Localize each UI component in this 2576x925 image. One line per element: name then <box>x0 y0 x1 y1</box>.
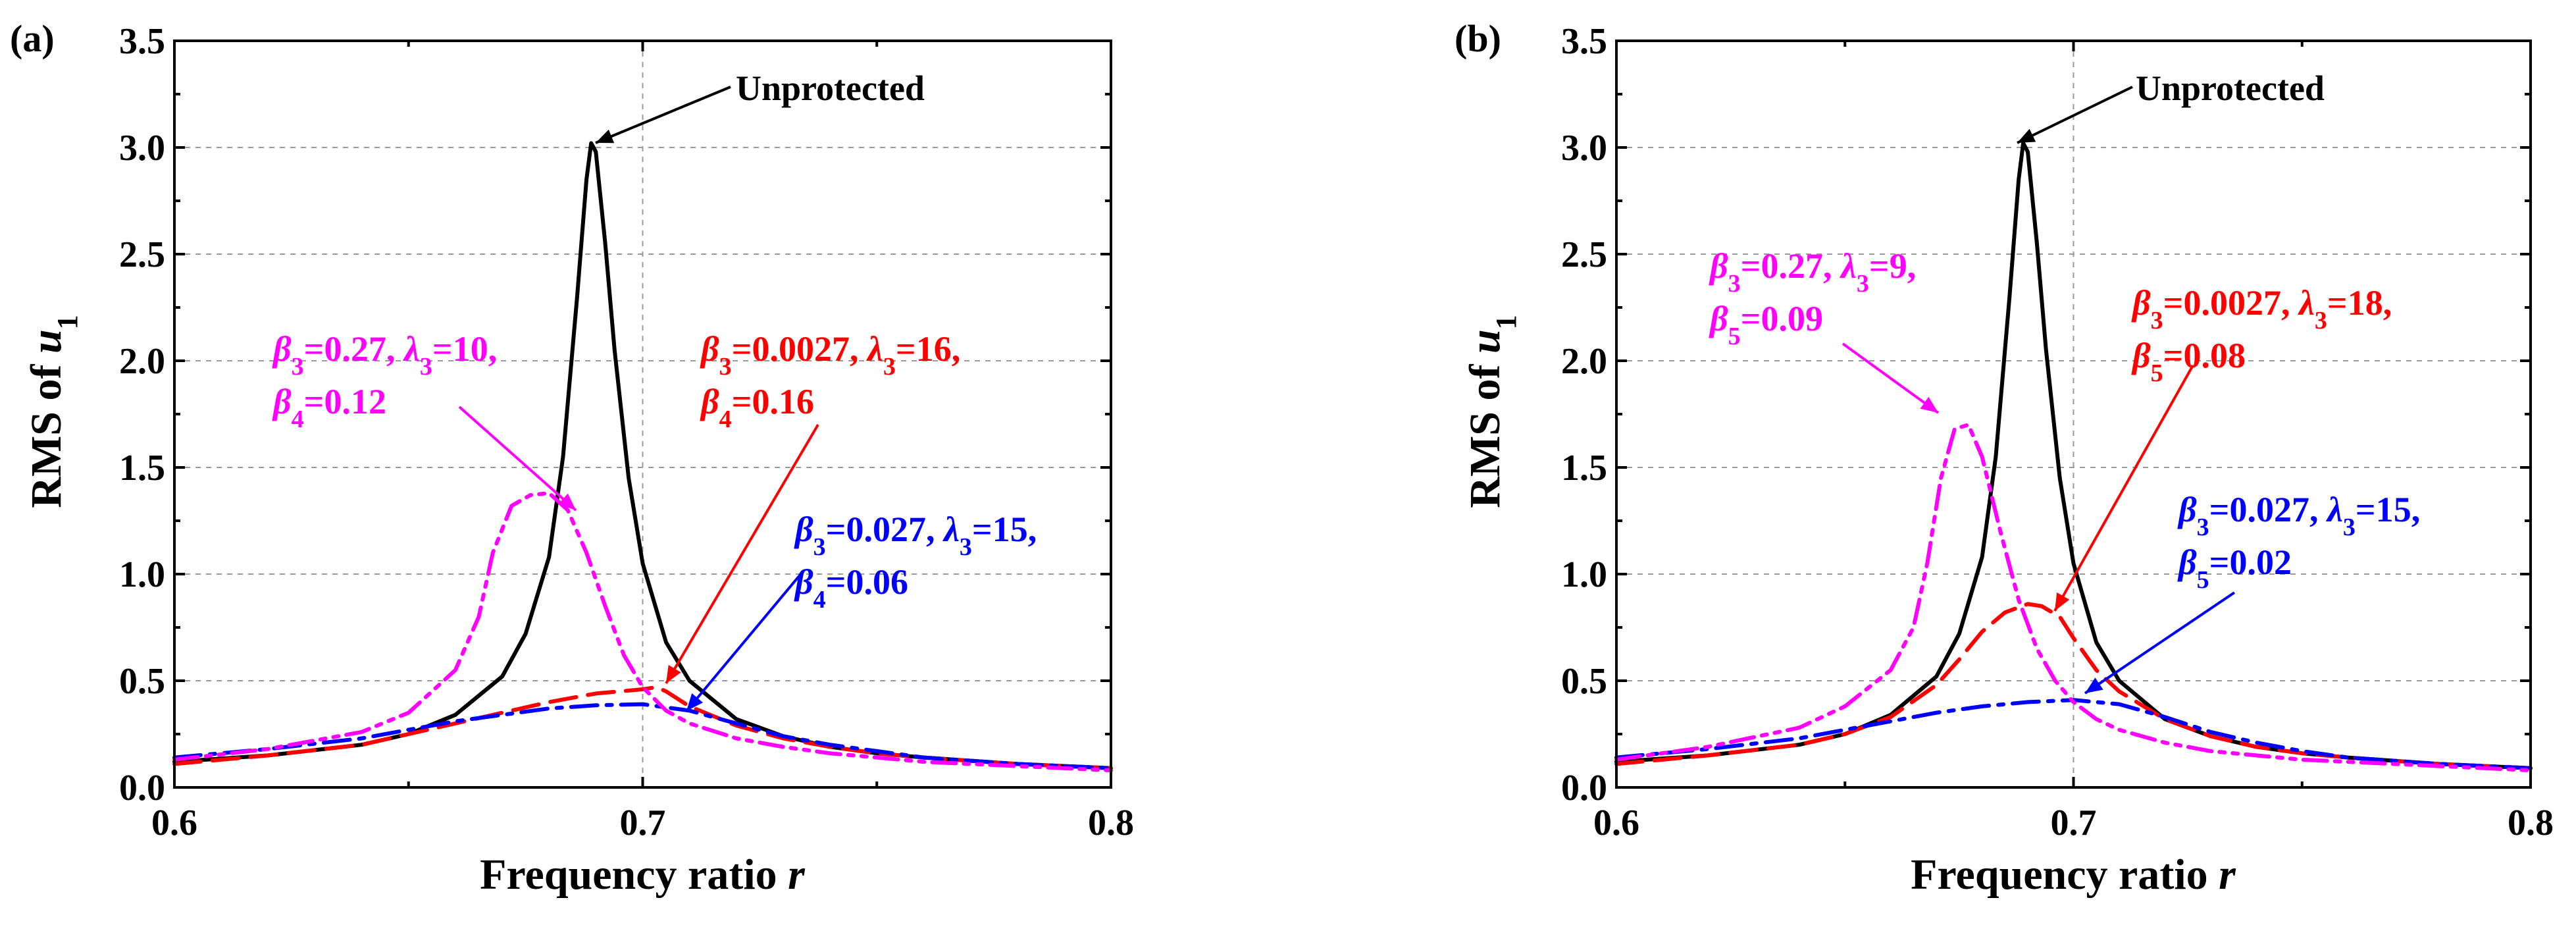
annotation-0: Unprotected <box>595 68 925 144</box>
chart-panel-b: 0.0 0.5 1.0 1.5 2.0 2.5 3.0 3.5 0.6 0.7 0.8 (b) Freq… <box>1455 17 2554 899</box>
series-line-2 <box>172 702 1113 770</box>
annotation-text: β3=0.027, λ3=15, <box>2177 490 2420 541</box>
annotation-0: Unprotected <box>2017 68 2325 144</box>
y-tick-label: 3.5 <box>1561 21 1607 62</box>
x-axis-label: Frequency ratio r <box>1911 851 2236 899</box>
annotation-arrowhead <box>2085 677 2103 693</box>
annotation-arrowhead <box>686 693 704 711</box>
y-tick-label: 3.0 <box>1561 128 1607 169</box>
annotation-text: β4=0.06 <box>794 562 908 614</box>
annotation-text: β5=0.08 <box>2131 336 2246 387</box>
annotation-1: β3=0.27, λ3=9,β5=0.09 <box>1709 246 1940 414</box>
annotation-text: β4=0.12 <box>272 382 386 433</box>
y-tick-label: 0.0 <box>1561 768 1607 808</box>
annotation-text: β5=0.09 <box>1709 299 1823 350</box>
panel-label: (b) <box>1455 17 1501 60</box>
series-line-1 <box>172 685 1113 770</box>
annotation-arrow <box>595 86 731 144</box>
x-tick-label: 0.6 <box>1593 803 1639 843</box>
series-line-3 <box>1614 423 2533 773</box>
annotation-arrowhead <box>558 493 576 510</box>
annotation-arrow <box>665 423 819 685</box>
annotation-arrowhead <box>666 665 681 683</box>
y-tick-label: 1.5 <box>1561 448 1607 489</box>
y-tick-label: 0.5 <box>1561 661 1607 702</box>
annotation-text: β4=0.16 <box>700 382 814 433</box>
annotation-1: β3=0.27, λ3=10,β4=0.12 <box>272 329 577 512</box>
y-tick-label: 2.5 <box>1561 234 1607 275</box>
y-tick-label: 0.5 <box>119 661 165 702</box>
y-tick-label: 1.0 <box>1561 554 1607 595</box>
y-tick-label: 2.0 <box>1561 341 1607 382</box>
y-tick-label: 1.5 <box>119 448 165 489</box>
y-axis-label: RMS of u1 <box>22 315 84 508</box>
annotation-3: β3=0.027, λ3=15,β4=0.06 <box>685 510 1037 712</box>
panel-label: (a) <box>10 17 55 60</box>
y-tick-label: 3.0 <box>119 128 165 169</box>
annotation-arrow <box>1842 342 1940 414</box>
annotation-arrow <box>2084 591 2236 695</box>
annotation-arrow <box>2053 365 2194 612</box>
annotation-2: β3=0.0027, λ3=16,β4=0.16 <box>665 329 960 685</box>
annotation-text: β3=0.27, λ3=9, <box>1709 246 1916 298</box>
y-tick-label: 2.5 <box>119 234 165 275</box>
annotation-text: β5=0.02 <box>2177 542 2292 594</box>
annotation-text: β3=0.0027, λ3=18, <box>2131 283 2392 334</box>
annotation-arrowhead <box>596 129 615 144</box>
x-tick-label: 0.8 <box>1088 803 1134 843</box>
y-tick-label: 0.0 <box>119 768 165 808</box>
chart-panel-a: 0.0 0.5 1.0 1.5 2.0 2.5 3.0 3.5 0.6 0.7 0.8 (a) Freq… <box>10 17 1134 899</box>
x-tick-label: 0.8 <box>2508 803 2554 843</box>
y-tick-label: 2.0 <box>119 341 165 382</box>
x-tick-label: 0.7 <box>620 803 666 843</box>
y-tick-label: 3.5 <box>119 21 165 62</box>
annotation-text: Unprotected <box>736 68 925 108</box>
x-axis-label: Frequency ratio r <box>480 851 806 899</box>
annotation-3: β3=0.027, λ3=15,β5=0.02 <box>2084 490 2420 695</box>
annotation-arrowhead <box>2017 128 2036 143</box>
annotation-arrowhead <box>2055 592 2070 611</box>
annotation-arrow <box>685 570 804 712</box>
annotation-text: β3=0.27, λ3=10, <box>272 329 497 381</box>
x-tick-label: 0.6 <box>151 803 197 843</box>
y-tick-label: 1.0 <box>119 554 165 595</box>
annotation-arrow <box>458 406 577 512</box>
annotation-text: Unprotected <box>2136 68 2325 108</box>
annotation-text: β3=0.0027, λ3=16, <box>700 329 960 381</box>
annotation-arrowhead <box>1920 396 1938 413</box>
annotation-2: β3=0.0027, λ3=18,β5=0.08 <box>2053 283 2392 612</box>
series-line-3 <box>172 490 1113 773</box>
x-tick-label: 0.7 <box>2051 803 2097 843</box>
annotation-arrow <box>2017 86 2133 144</box>
y-axis-label: RMS of u1 <box>1461 315 1522 508</box>
annotation-text: β3=0.027, λ3=15, <box>794 510 1037 561</box>
